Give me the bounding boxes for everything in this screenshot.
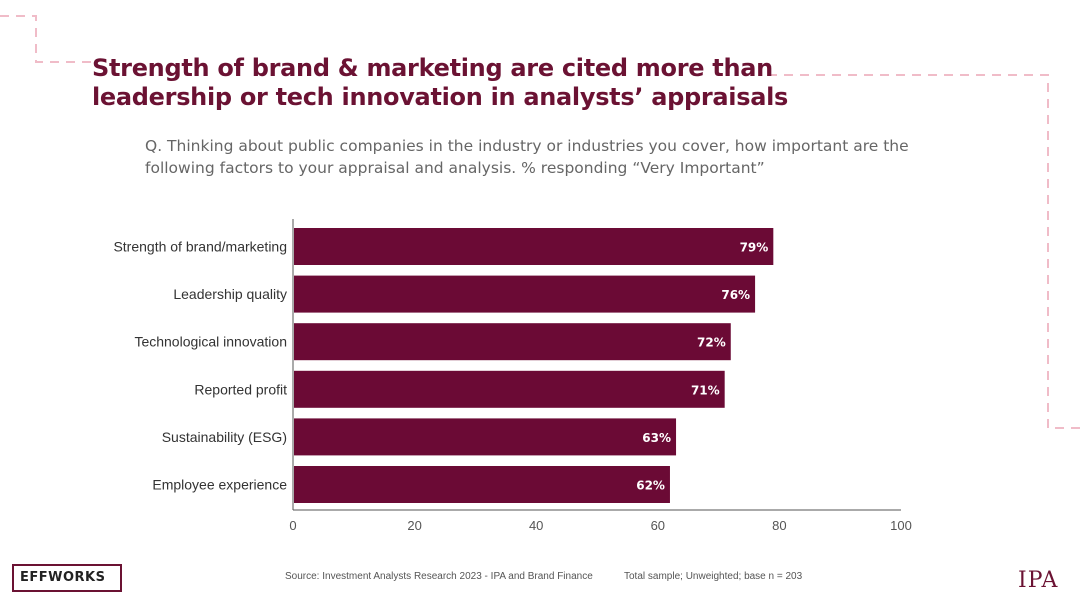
bar [294,418,677,456]
footer-sample: Total sample; Unweighted; base n = 203 [624,571,803,582]
data-label: 79% [740,241,769,255]
category-label: Leadership quality [173,286,287,302]
x-tick-label: 80 [772,518,786,533]
survey-question: Q. Thinking about public companies in th… [145,137,909,177]
slide-title: Strength of brand & marketing are cited … [92,54,789,111]
bar [294,323,731,361]
category-label: Employee experience [152,477,287,493]
data-label: 63% [642,431,671,445]
ipa-logo: IPA [1018,568,1059,593]
x-tick-label: 100 [890,518,912,533]
data-label: 62% [636,479,665,493]
footer-source: Source: Investment Analysts Research 202… [285,571,593,582]
effworks-logo: EFFWORKS [12,564,122,592]
category-label: Reported profit [194,381,287,397]
x-tick-label: 0 [289,518,296,533]
bar [294,275,756,313]
category-label: Technological innovation [134,334,287,350]
data-label: 72% [697,336,726,350]
bar [294,466,670,503]
data-label: 76% [721,288,750,302]
category-label: Strength of brand/marketing [113,239,287,255]
bar [294,228,774,265]
data-label: 71% [691,383,720,397]
bar [294,370,725,408]
category-label: Sustainability (ESG) [162,429,287,445]
x-tick-label: 20 [407,518,421,533]
x-tick-label: 60 [651,518,665,533]
x-tick-label: 40 [529,518,543,533]
